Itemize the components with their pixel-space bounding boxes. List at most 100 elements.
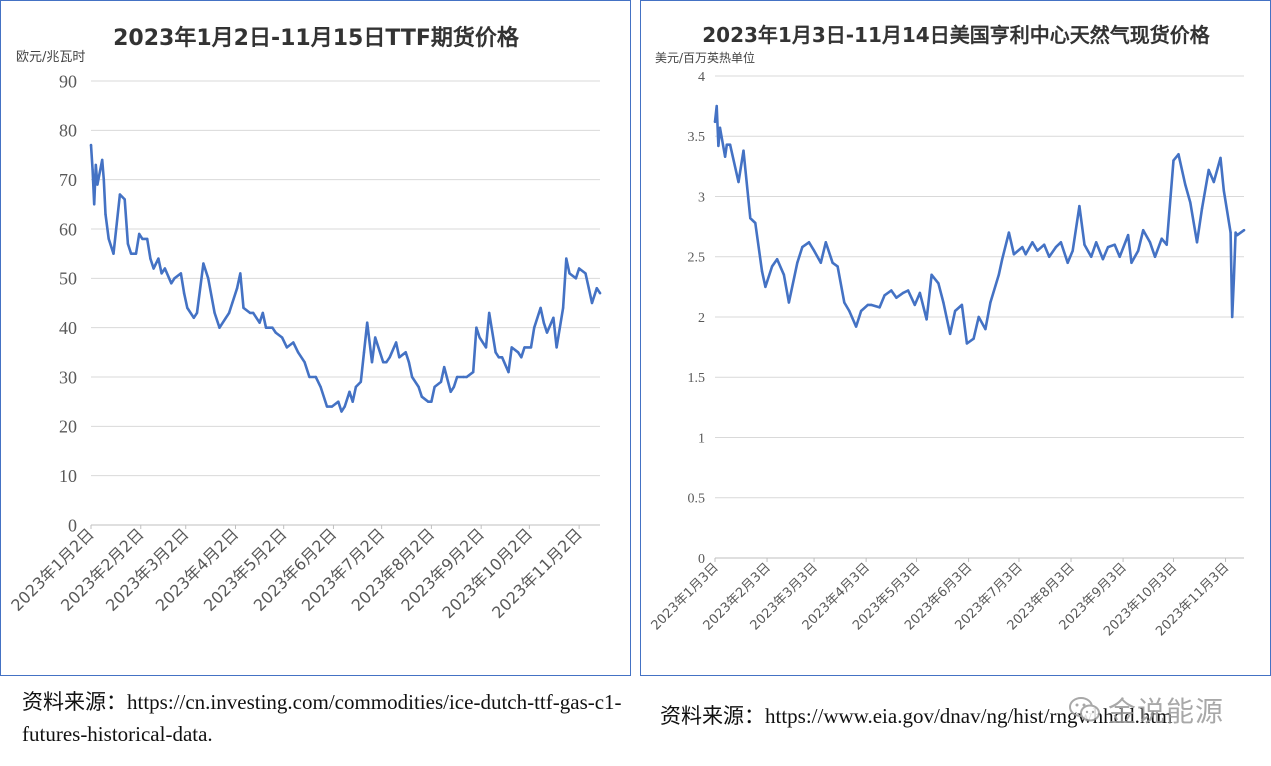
data-point xyxy=(112,252,115,255)
data-point xyxy=(1059,241,1063,244)
y-tick-label: 20 xyxy=(59,417,77,437)
data-point xyxy=(359,380,362,384)
data-point xyxy=(455,375,459,379)
data-point xyxy=(123,198,126,201)
data-point xyxy=(101,158,104,162)
data-point xyxy=(1066,261,1069,264)
data-point xyxy=(146,237,149,241)
data-point xyxy=(462,375,465,379)
data-point xyxy=(179,272,183,275)
source-left: 资料来源：https://cn.investing.com/commoditie… xyxy=(22,690,622,746)
data-point xyxy=(533,326,536,329)
data-point xyxy=(1212,180,1215,184)
data-point xyxy=(577,267,581,270)
x-tick-label: 2023年5月2日 xyxy=(200,524,291,615)
data-point xyxy=(520,356,523,359)
data-point xyxy=(163,267,167,270)
data-point xyxy=(831,261,834,264)
data-point xyxy=(170,282,173,285)
data-point xyxy=(848,309,851,313)
data-point xyxy=(152,267,155,270)
y-tick-label: 1.5 xyxy=(688,371,706,386)
data-point xyxy=(382,361,385,364)
data-point xyxy=(1137,249,1140,252)
data-point xyxy=(737,180,740,184)
data-point xyxy=(500,356,504,359)
data-point xyxy=(1242,229,1246,232)
data-point xyxy=(1195,241,1199,244)
data-point xyxy=(545,331,549,334)
data-point xyxy=(807,241,811,244)
data-point xyxy=(1001,258,1004,261)
data-point xyxy=(1207,168,1210,172)
data-point xyxy=(775,258,779,261)
data-point xyxy=(337,400,340,403)
data-point xyxy=(497,356,500,359)
data-point xyxy=(494,351,497,354)
data-point xyxy=(565,257,568,260)
data-point xyxy=(157,257,160,260)
data-point xyxy=(1021,245,1024,249)
data-point xyxy=(433,385,436,389)
data-point xyxy=(141,237,144,241)
data-point xyxy=(725,143,728,146)
data-point xyxy=(264,326,268,329)
data-point xyxy=(96,183,99,186)
data-point xyxy=(319,385,322,389)
x-tick-label: 2023年1月2日 xyxy=(7,524,98,615)
data-point xyxy=(207,277,210,280)
data-point xyxy=(192,316,195,319)
y-tick-label: 80 xyxy=(59,121,77,141)
data-point xyxy=(937,282,940,285)
data-point xyxy=(343,405,346,408)
data-point xyxy=(561,306,565,310)
data-point xyxy=(1231,315,1234,319)
data-point xyxy=(878,306,881,309)
y-tick-label: 4 xyxy=(698,70,705,85)
data-point xyxy=(1106,245,1110,249)
data-point xyxy=(235,287,239,290)
data-point xyxy=(1165,243,1168,246)
data-point xyxy=(325,405,329,408)
data-point xyxy=(173,277,176,280)
data-point xyxy=(723,155,727,158)
data-point xyxy=(539,306,542,310)
chart-title: 2023年1月3日-11月14日美国亨利中心天然气现货价格 xyxy=(702,23,1210,47)
data-point xyxy=(984,327,987,331)
data-point xyxy=(1236,233,1239,237)
y-tick-label: 3 xyxy=(698,190,705,205)
data-point xyxy=(218,326,221,329)
data-point xyxy=(420,395,423,398)
y-tick-label: 30 xyxy=(59,367,77,387)
data-point xyxy=(598,291,602,295)
data-point xyxy=(977,315,980,319)
data-point xyxy=(465,375,468,379)
data-point xyxy=(1126,233,1130,237)
data-point xyxy=(989,301,992,304)
data-point xyxy=(1083,243,1086,246)
data-point xyxy=(258,321,261,324)
data-point xyxy=(104,213,107,216)
y-tick-label: 10 xyxy=(59,466,77,486)
data-point xyxy=(770,265,774,268)
data-point xyxy=(510,346,513,349)
data-point xyxy=(1184,183,1187,186)
data-point xyxy=(1219,156,1222,160)
data-point xyxy=(749,217,752,220)
data-point xyxy=(1095,241,1098,244)
data-point xyxy=(186,306,189,310)
data-point xyxy=(568,272,571,275)
data-point xyxy=(271,326,274,329)
y-axis-label: 美元/百万英热单位 xyxy=(655,50,755,65)
x-tick-label: 2023年11月2日 xyxy=(488,524,586,622)
data-point xyxy=(1148,241,1152,244)
wechat-icon xyxy=(1069,697,1100,722)
data-point xyxy=(296,351,300,354)
data-point xyxy=(717,144,720,148)
data-point xyxy=(854,325,858,328)
data-point xyxy=(472,370,475,374)
data-point xyxy=(587,287,590,290)
data-point xyxy=(102,178,106,181)
data-point xyxy=(890,289,893,292)
data-point xyxy=(542,321,545,324)
